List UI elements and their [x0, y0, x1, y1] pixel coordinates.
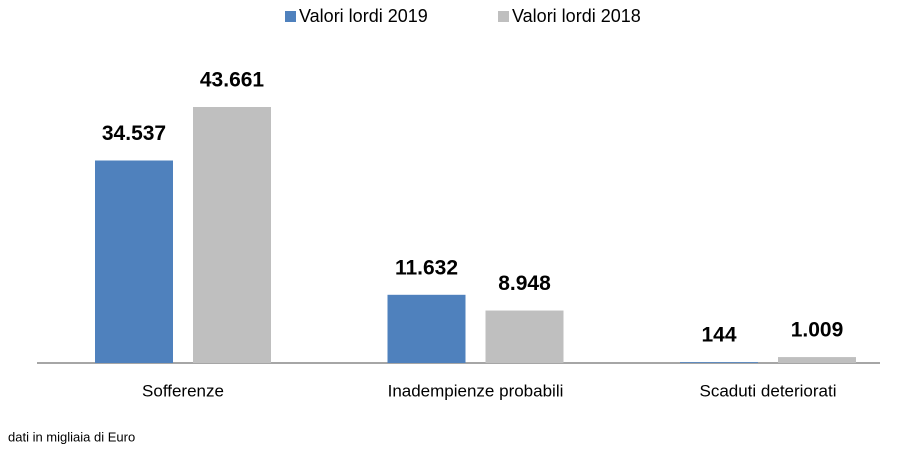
value-label: 34.537 [102, 122, 166, 145]
legend-label: Valori lordi 2018 [512, 6, 641, 26]
bar [193, 107, 271, 363]
legend-label: Valori lordi 2019 [299, 6, 428, 26]
x-tick-label: Inadempienze probabili [388, 381, 564, 400]
footnote: dati in migliaia di Euro [8, 429, 135, 444]
bar [387, 294, 466, 363]
x-tick-label: Scaduti deteriorati [699, 381, 836, 400]
legend-swatch [498, 11, 509, 22]
legend-swatch [285, 11, 296, 22]
value-label: 8.948 [498, 272, 551, 295]
x-tick-label: Sofferenze [142, 381, 224, 400]
bar [95, 160, 173, 363]
value-label: 11.632 [395, 256, 458, 279]
value-label: 1.009 [791, 319, 844, 342]
bar [485, 310, 564, 363]
value-label: 43.661 [200, 69, 265, 92]
bar [680, 362, 758, 363]
value-label: 144 [701, 324, 736, 347]
bar [778, 357, 856, 363]
